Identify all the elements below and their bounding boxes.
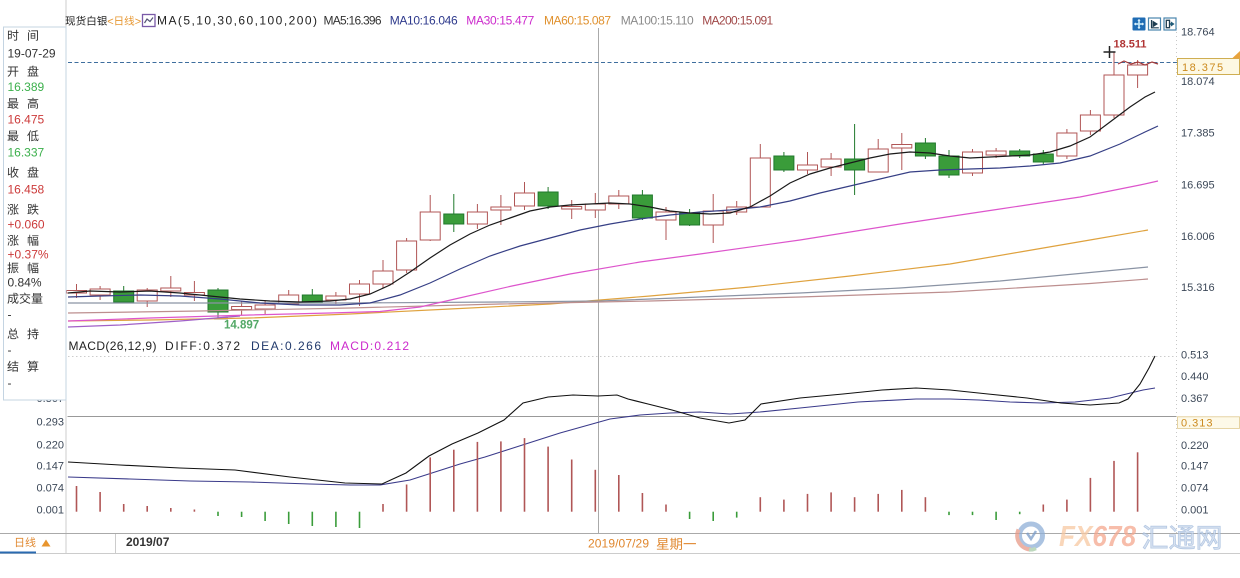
svg-text:DIFF:0.372: DIFF:0.372 <box>165 339 240 353</box>
svg-text:18.375: 18.375 <box>1182 62 1225 74</box>
svg-text:-: - <box>8 343 12 357</box>
svg-text:MACD:0.212: MACD:0.212 <box>330 339 409 353</box>
svg-text:16.458: 16.458 <box>8 183 45 197</box>
svg-text:MA5:16.396: MA5:16.396 <box>324 14 382 28</box>
svg-text:16.389: 16.389 <box>8 80 45 94</box>
svg-text:18.764: 18.764 <box>1181 26 1215 38</box>
svg-text:0.367: 0.367 <box>1181 393 1209 405</box>
svg-text:0.001: 0.001 <box>36 504 64 516</box>
svg-text:MA100:15.110: MA100:15.110 <box>621 14 694 28</box>
svg-text:0.001: 0.001 <box>1181 504 1209 516</box>
svg-text:0.313: 0.313 <box>1181 418 1214 430</box>
svg-text:MACD(26,12,9): MACD(26,12,9) <box>69 339 157 353</box>
svg-text:MA200:15.091: MA200:15.091 <box>702 14 773 28</box>
svg-text:18.074: 18.074 <box>1181 76 1215 88</box>
svg-text:15.316: 15.316 <box>1181 282 1215 294</box>
svg-text:-: - <box>8 308 12 322</box>
svg-text:16.337: 16.337 <box>8 146 45 160</box>
svg-text:0.513: 0.513 <box>1181 349 1209 361</box>
svg-text:0.220: 0.220 <box>36 439 64 451</box>
svg-text:16.006: 16.006 <box>1181 231 1215 243</box>
svg-text:2019/07: 2019/07 <box>126 535 170 549</box>
svg-text:+0.060: +0.060 <box>8 218 45 232</box>
svg-text:2019/07/29: 2019/07/29 <box>588 537 649 551</box>
svg-text:MA30:15.477: MA30:15.477 <box>466 14 534 28</box>
svg-text:0.147: 0.147 <box>36 460 64 472</box>
svg-text:0.074: 0.074 <box>36 482 64 494</box>
svg-text:-: - <box>8 376 12 390</box>
svg-text:+0.37%: +0.37% <box>8 248 49 262</box>
svg-text:0.220: 0.220 <box>1181 440 1209 452</box>
svg-text:0.84%: 0.84% <box>8 276 42 290</box>
svg-text:DEA:0.266: DEA:0.266 <box>251 339 321 353</box>
svg-text:14.897: 14.897 <box>224 320 259 332</box>
svg-text:16.695: 16.695 <box>1181 180 1215 192</box>
svg-text:0.074: 0.074 <box>1181 482 1209 494</box>
svg-text:MA60:15.087: MA60:15.087 <box>544 14 611 28</box>
svg-text:19-07-29: 19-07-29 <box>8 47 56 61</box>
svg-text:18.511: 18.511 <box>1114 38 1147 50</box>
svg-text:17.385: 17.385 <box>1181 128 1215 140</box>
svg-text:>: > <box>135 16 141 28</box>
svg-text:<: < <box>107 16 113 28</box>
svg-text:0.147: 0.147 <box>1181 460 1209 472</box>
svg-text:MA10:16.046: MA10:16.046 <box>390 14 458 28</box>
svg-text:0.293: 0.293 <box>36 416 64 428</box>
svg-text:16.475: 16.475 <box>8 113 45 127</box>
svg-text:0.440: 0.440 <box>1181 371 1209 383</box>
svg-text:FX678: FX678 <box>1059 521 1137 553</box>
